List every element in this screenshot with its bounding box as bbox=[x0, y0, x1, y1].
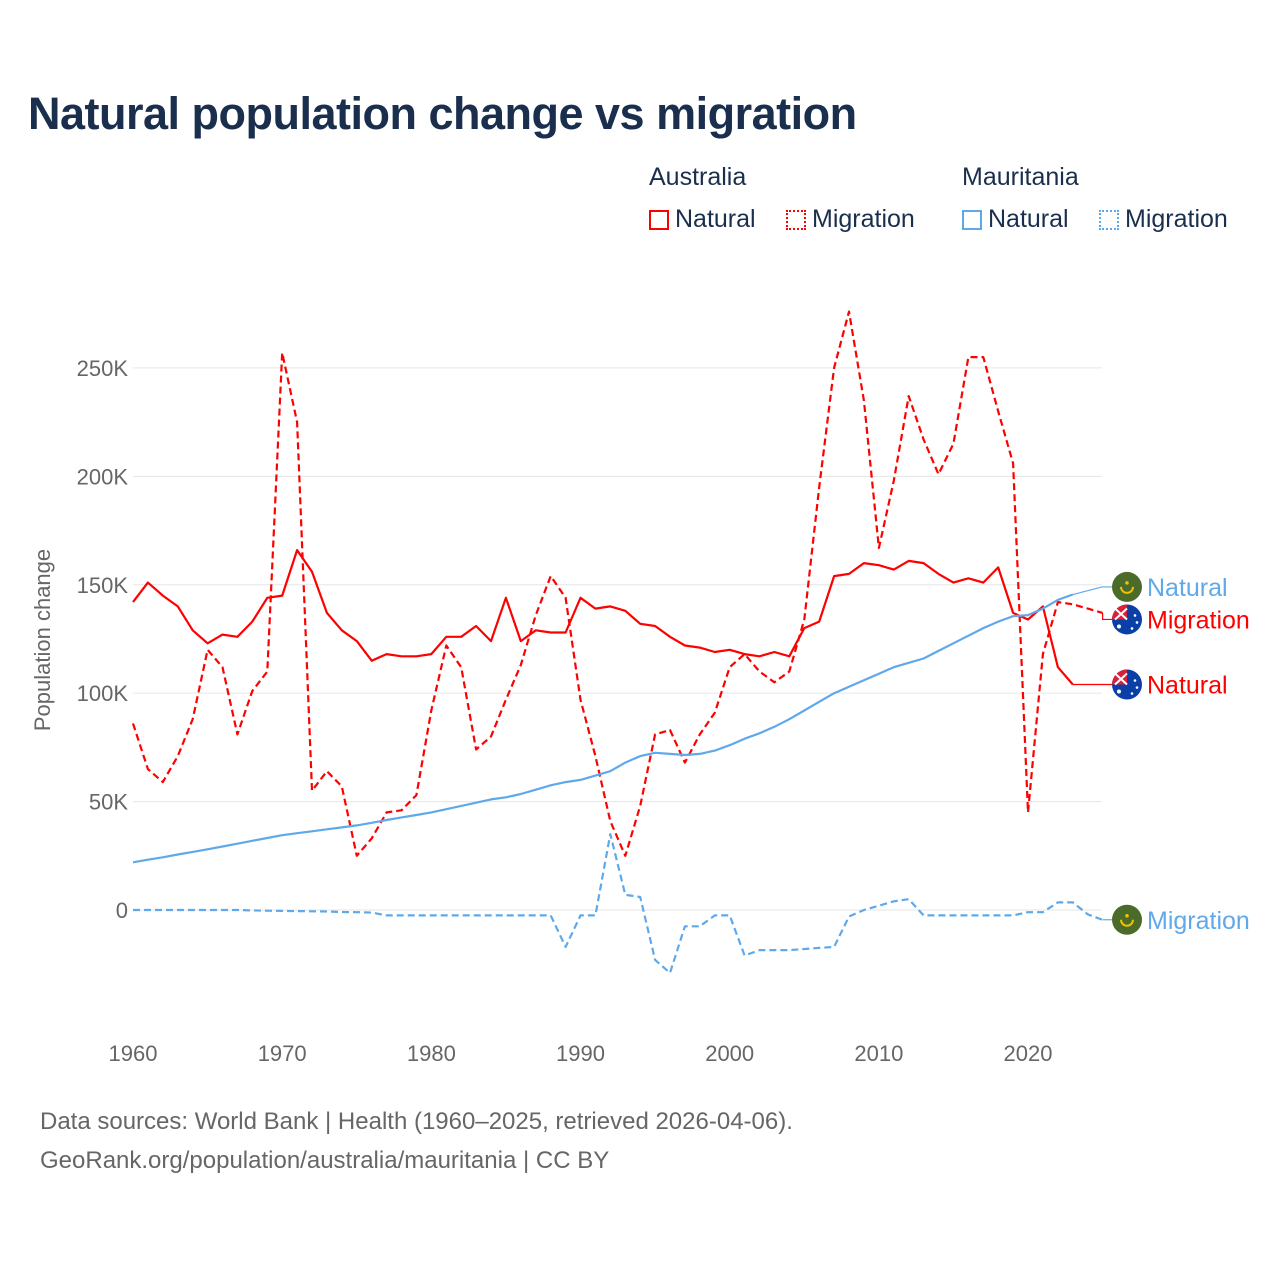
flag-australia-icon bbox=[1112, 604, 1142, 635]
x-tick-label: 2010 bbox=[854, 1041, 903, 1066]
legend-item-australia-migration[interactable]: Migration bbox=[786, 205, 915, 234]
legend-label: Natural bbox=[988, 205, 1069, 233]
legend-label: Migration bbox=[812, 205, 915, 233]
legend-swatch-dotted-red bbox=[786, 210, 806, 230]
x-tick-label: 2020 bbox=[1004, 1041, 1053, 1066]
series-line-mauritania-migration[interactable] bbox=[133, 832, 1103, 975]
y-axis-label: Population change bbox=[30, 549, 55, 731]
y-tick-label: 250K bbox=[77, 356, 129, 381]
series-line-australia-migration[interactable] bbox=[131, 310, 1103, 857]
label-connector bbox=[1072, 586, 1112, 596]
series-line-mauritania-natural[interactable] bbox=[132, 593, 1074, 864]
x-tick-label: 1990 bbox=[556, 1041, 605, 1066]
legend-label: Migration bbox=[1125, 205, 1228, 233]
series-line-australia-natural[interactable] bbox=[132, 548, 1074, 686]
footer-link[interactable]: GeoRank.org/population/australia/maurita… bbox=[40, 1147, 610, 1174]
y-tick-label: 0 bbox=[116, 898, 128, 923]
legend-swatch-solid-blue bbox=[962, 210, 982, 230]
x-tick-label: 1980 bbox=[407, 1041, 456, 1066]
legend-swatch-solid-red bbox=[649, 210, 669, 230]
y-tick-label: 100K bbox=[77, 681, 129, 706]
flag-mauritania-icon bbox=[1112, 904, 1142, 935]
legend-group-australia: Australia bbox=[649, 163, 747, 191]
legend-swatch-dotted-blue bbox=[1099, 210, 1119, 230]
x-tick-label: 1960 bbox=[109, 1041, 158, 1066]
legend-item-australia-natural[interactable]: Natural bbox=[649, 205, 756, 234]
end-label: Migration bbox=[1147, 907, 1250, 935]
flag-australia-icon bbox=[1112, 669, 1142, 700]
y-tick-label: 200K bbox=[77, 464, 129, 489]
x-tick-label: 1970 bbox=[258, 1041, 307, 1066]
label-connector bbox=[1102, 612, 1112, 621]
legend-item-mauritania-migration[interactable]: Migration bbox=[1099, 205, 1228, 234]
chart-title: Natural population change vs migration bbox=[28, 88, 857, 139]
legend-group-mauritania: Mauritania bbox=[962, 163, 1079, 191]
end-label: Migration bbox=[1147, 606, 1250, 634]
y-tick-label: 150K bbox=[77, 573, 129, 598]
flag-mauritania-icon bbox=[1112, 571, 1142, 602]
legend-item-mauritania-natural[interactable]: Natural bbox=[962, 205, 1069, 234]
y-tick-label: 50K bbox=[89, 790, 128, 815]
footer-sources: Data sources: World Bank | Health (1960–… bbox=[40, 1108, 793, 1135]
x-tick-label: 2000 bbox=[705, 1041, 754, 1066]
end-label: Natural bbox=[1147, 574, 1228, 602]
end-label: Natural bbox=[1147, 672, 1228, 700]
legend-label: Natural bbox=[675, 205, 756, 233]
